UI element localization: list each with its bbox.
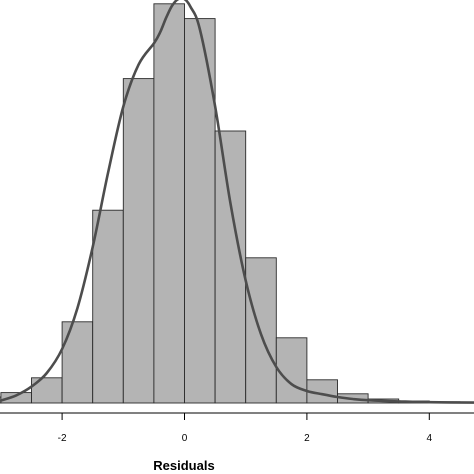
x-tick-label: 0 — [182, 433, 188, 444]
histogram-bar-8 — [214, 130, 247, 404]
x-tick-label: -2 — [58, 433, 67, 444]
x-axis-title: Residuals — [153, 458, 214, 473]
x-tick-label: 2 — [304, 433, 310, 444]
histogram-bar-6 — [153, 3, 185, 404]
density-curve — [0, 0, 474, 404]
histogram-bar-3 — [61, 321, 94, 404]
histogram-bar-4 — [92, 209, 124, 404]
x-axis-ticks: -2 0 2 4 — [58, 413, 433, 444]
histogram-bar-10 — [275, 337, 308, 404]
histogram-bars — [0, 3, 474, 404]
histogram-bar-5 — [122, 78, 155, 404]
x-tick-label: 4 — [427, 433, 433, 444]
